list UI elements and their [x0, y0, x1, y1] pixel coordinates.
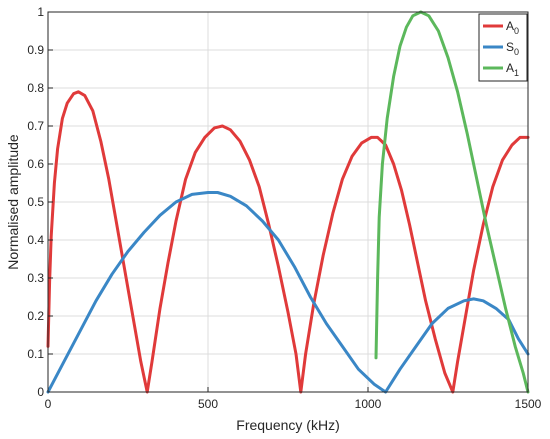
y-tick-label: 0.8: [27, 81, 44, 95]
y-axis-label: Normalised amplitude: [5, 134, 21, 270]
x-tick-label: 1500: [515, 397, 542, 411]
y-tick-label: 1: [37, 5, 44, 19]
legend-subscript: 0: [514, 47, 519, 57]
x-tick-label: 500: [198, 397, 218, 411]
y-tick-label: 0: [37, 385, 44, 399]
y-tick-label: 0.4: [27, 233, 44, 247]
y-tick-label: 0.1: [27, 347, 44, 361]
y-tick-label: 0.6: [27, 157, 44, 171]
series-line-2: [46, 191, 530, 394]
x-tick-label: 0: [45, 397, 52, 411]
y-tick-label: 0.2: [27, 309, 44, 323]
axes: [47, 11, 529, 393]
y-tick-label: 0.5: [27, 195, 44, 209]
legend-subscript: 0: [514, 26, 519, 36]
tick-labels: 0 500 1000 1500 0 0.1 0.2 0.3 0.4 0.5 0.6 0.7 0.8 0.9…: [27, 5, 541, 411]
x-tick-label: 1000: [355, 397, 382, 411]
x-axis-label: Frequency (kHz): [236, 417, 339, 433]
y-tick-label: 0.3: [27, 271, 44, 285]
grid: [47, 11, 529, 393]
series-layer: [46, 10, 530, 394]
y-tick-label: 0.9: [27, 43, 44, 57]
series-line-3: [374, 10, 530, 394]
series-line-1: [46, 90, 530, 394]
legend-subscript: 1: [514, 68, 519, 78]
y-tick-label: 0.7: [27, 119, 44, 133]
